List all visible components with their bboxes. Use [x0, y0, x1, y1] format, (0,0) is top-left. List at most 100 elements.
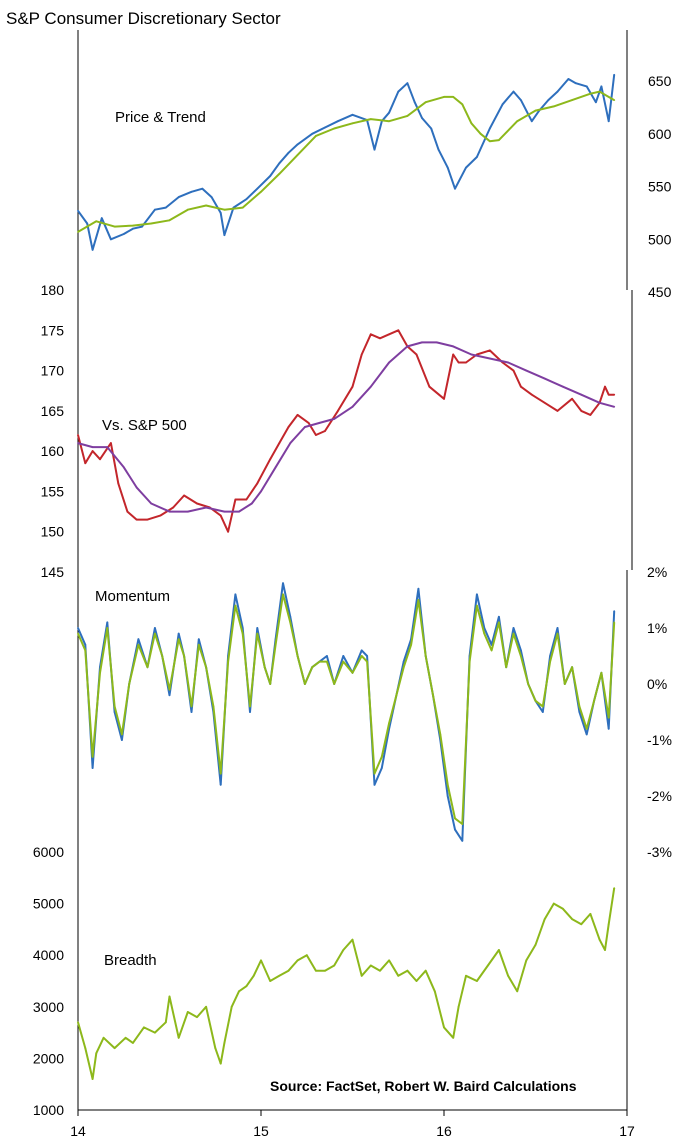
data-point — [282, 582, 284, 585]
data-point — [278, 442, 281, 444]
data-point — [430, 127, 433, 130]
data-point — [607, 727, 610, 730]
x-tick-label: 16 — [436, 1123, 452, 1139]
y-tick-label: 5000 — [33, 896, 64, 912]
data-point — [461, 839, 464, 842]
data-point — [287, 151, 290, 154]
data-point — [99, 671, 101, 674]
data-point — [190, 711, 193, 713]
data-point — [141, 225, 143, 228]
data-point — [289, 621, 292, 624]
data-point — [77, 434, 79, 436]
y-tick-label: 165 — [41, 403, 65, 419]
data-point — [600, 671, 603, 674]
data-point — [552, 105, 555, 108]
data-point — [512, 90, 515, 93]
data-point — [402, 666, 405, 669]
series-line-green — [77, 593, 616, 825]
data-point — [501, 103, 504, 106]
data-point — [168, 688, 171, 691]
panel-label: Price & Trend — [115, 109, 206, 126]
data-point — [234, 604, 237, 607]
data-point — [520, 99, 522, 101]
y-tick-label: 0% — [647, 676, 667, 692]
data-point — [443, 397, 445, 400]
data-point — [117, 482, 120, 485]
data-point — [483, 632, 486, 635]
data-point — [388, 361, 390, 364]
data-point — [249, 711, 251, 713]
data-point — [613, 393, 616, 396]
data-point — [227, 530, 230, 533]
data-point — [406, 345, 409, 348]
data-point — [351, 405, 354, 408]
data-point — [260, 490, 262, 493]
data-point — [269, 980, 272, 982]
data-point — [122, 233, 125, 235]
data-point — [607, 120, 610, 123]
data-point — [128, 683, 131, 685]
data-point — [106, 621, 109, 624]
data-point — [589, 92, 592, 95]
data-point — [613, 621, 616, 624]
data-point — [424, 655, 427, 657]
data-point — [183, 494, 186, 497]
data-point — [571, 918, 573, 920]
panel-4: 6000 5000 4000 3000 2000 1000 Breadth — [33, 844, 616, 1118]
data-point — [307, 422, 310, 424]
data-point — [77, 632, 79, 635]
data-point — [415, 353, 418, 356]
data-point — [446, 795, 449, 797]
data-point — [369, 333, 372, 336]
data-point — [580, 410, 583, 412]
data-point — [122, 466, 125, 469]
data-point — [100, 217, 103, 220]
data-point — [84, 1047, 87, 1049]
data-point — [465, 166, 467, 169]
data-point — [351, 938, 354, 941]
data-point — [360, 649, 363, 652]
data-point — [333, 683, 336, 685]
data-point — [470, 122, 473, 125]
data-point — [380, 755, 383, 758]
chart-title: S&P Consumer Discretionary Sector — [6, 9, 281, 28]
data-point — [201, 187, 204, 190]
data-point — [214, 1047, 217, 1049]
data-point — [278, 162, 281, 165]
data-point — [110, 442, 112, 444]
data-point — [435, 341, 438, 344]
data-point — [595, 101, 597, 104]
data-point — [342, 655, 345, 657]
data-point — [121, 739, 123, 741]
data-point — [512, 632, 515, 635]
data-point — [530, 393, 533, 396]
data-point — [589, 414, 592, 416]
panel-3: 2% 1% 0% -1% -2% -3% Momentum — [77, 564, 672, 860]
data-point — [304, 426, 306, 428]
data-point — [164, 1021, 167, 1024]
data-point — [172, 506, 175, 509]
data-point — [421, 117, 423, 119]
source-note: Source: FactSet, Robert W. Baird Calcula… — [270, 1078, 577, 1094]
y-tick-label: 6000 — [33, 844, 64, 860]
data-point — [580, 393, 583, 396]
data-point — [110, 238, 112, 241]
data-point — [446, 166, 449, 169]
data-point — [196, 1016, 198, 1018]
panel-1: 650 600 550 500 450 Price & Trend — [77, 73, 672, 300]
data-point — [132, 224, 134, 227]
data-point — [578, 711, 581, 713]
data-point — [604, 949, 606, 951]
data-point — [351, 385, 354, 388]
data-point — [77, 209, 79, 212]
data-point — [598, 401, 601, 404]
data-point — [388, 333, 390, 336]
data-point — [571, 99, 573, 101]
data-point — [223, 208, 226, 211]
data-point — [454, 187, 456, 190]
data-point — [452, 345, 455, 348]
data-point — [113, 225, 116, 228]
data-point — [318, 660, 321, 663]
data-point — [186, 510, 189, 513]
